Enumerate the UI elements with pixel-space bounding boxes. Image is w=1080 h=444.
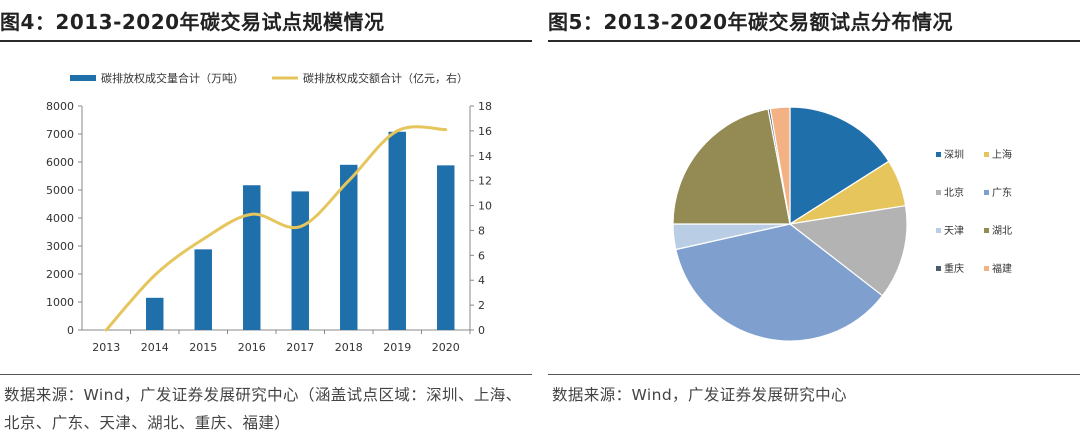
legend-swatch-2 (936, 190, 941, 195)
y-right-tick-label: 12 (478, 175, 492, 188)
y-left-tick-label: 2000 (46, 268, 74, 281)
x-tick-label: 2019 (383, 341, 411, 354)
line-point-2018 (348, 180, 350, 182)
legend-swatch-1 (984, 152, 989, 157)
combo-chart: 碳排放权成交量合计（万吨） 碳排放权成交额合计（亿元，右） 0 1000 2000 300… (46, 71, 492, 354)
legend-label-6: 重庆 (944, 262, 964, 275)
bar-volume-2015 (194, 249, 212, 330)
y-left-tick-label: 6000 (46, 156, 74, 169)
legend-label-volume: 碳排放权成交量合计（万吨） (101, 71, 244, 85)
figure-5-panel: 图5：2013-2020年碳交易额试点分布情况 深圳 上海北京 广东天津 湖北重庆 福建… (548, 0, 1080, 444)
x-tick-label: 2015 (189, 341, 217, 354)
legend-label-3: 广东 (992, 186, 1012, 199)
y-right-tick-label: 18 (478, 100, 492, 113)
figure-4-panel: 图4：2013-2020年碳交易试点规模情况 碳排放权成交量合计（万吨） 碳排放权… (0, 0, 532, 444)
line-point-2019 (396, 130, 398, 132)
figure-5-title: 图5：2013-2020年碳交易额试点分布情况 (548, 10, 954, 34)
figure-4-title: 图4：2013-2020年碳交易试点规模情况 (0, 10, 385, 34)
legend-swatch-4 (936, 228, 941, 233)
y-right-tick-label: 8 (478, 224, 485, 237)
figure-5-source: 数据来源：Wind，广发证券发展研究中心 (552, 386, 847, 404)
bar-volume-2017 (291, 191, 309, 330)
y-right-tick-label: 4 (478, 274, 485, 287)
y-right-tick-label: 0 (478, 324, 485, 337)
legend-label-4: 天津 (944, 225, 964, 237)
legend-label-0: 深圳 (944, 149, 964, 161)
figure-5-title-rule (548, 40, 1080, 42)
legend-label-2: 北京 (944, 186, 964, 199)
pie-slice-0 (789, 106, 890, 226)
line-transaction-value (104, 125, 448, 332)
bar-volume-2019 (388, 131, 406, 330)
y-right-tick-label: 6 (478, 249, 485, 262)
y-left-tick-label: 7000 (46, 128, 74, 141)
legend-swatch-volume (70, 75, 96, 81)
legend-swatch-3 (984, 190, 989, 195)
y-left-tick-label: 8000 (46, 100, 74, 113)
line-point-2015 (202, 238, 204, 240)
line-point-2016 (251, 213, 253, 215)
y-left-tick-label: 5000 (46, 184, 74, 197)
chart-legend: 碳排放权成交量合计（万吨） 碳排放权成交额合计（亿元，右） (70, 71, 468, 85)
x-tick-label: 2014 (141, 341, 169, 354)
pie-slice-3 (675, 223, 884, 342)
x-tick-label: 2020 (432, 341, 460, 354)
y-right-tick-label: 16 (478, 125, 492, 138)
x-tick-label: 2013 (92, 341, 120, 354)
figure-4-source-rule (0, 374, 532, 375)
y-right-tick-label: 10 (478, 200, 492, 213)
line-point-2017 (299, 226, 301, 228)
x-tick-label: 2017 (286, 341, 314, 354)
line-point-2014 (154, 274, 156, 276)
legend-label-value: 碳排放权成交额合计（亿元，右） (303, 71, 468, 85)
x-tick-label: 2016 (238, 341, 266, 354)
bar-volume-2014 (146, 297, 164, 330)
x-tick-label: 2018 (335, 341, 363, 354)
pie-slice-5 (672, 108, 791, 225)
legend-label-7: 福建 (992, 262, 1012, 275)
figure-4-title-rule (0, 40, 532, 42)
y-right-tick-label: 2 (478, 299, 485, 312)
line-point-2013 (105, 329, 107, 331)
figure-5-source-rule (548, 374, 1080, 375)
bar-volume-2016 (243, 185, 261, 330)
y-left-tick-label: 0 (67, 324, 74, 337)
figure-4-source: 数据来源：Wind，广发证券发展研究中心（涵盖试点区域：深圳、上海、北京、广东、… (4, 386, 522, 432)
bar-volume-2020 (437, 165, 455, 330)
legend-swatch-6 (936, 266, 941, 271)
y-right-tick-label: 14 (478, 150, 492, 163)
legend-swatch-0 (936, 152, 941, 157)
bar-volume-2018 (340, 164, 358, 330)
legend-swatch-7 (984, 266, 989, 271)
pie-slice-2 (788, 205, 908, 297)
y-left-tick-label: 3000 (46, 240, 74, 253)
legend-label-1: 上海 (992, 148, 1012, 161)
legend-label-5: 湖北 (992, 225, 1012, 237)
pie-slice-7 (769, 106, 791, 225)
y-left-tick-label: 4000 (46, 212, 74, 225)
legend-swatch-5 (984, 228, 989, 233)
line-point-2020 (445, 129, 447, 131)
y-left-tick-label: 1000 (46, 296, 74, 309)
